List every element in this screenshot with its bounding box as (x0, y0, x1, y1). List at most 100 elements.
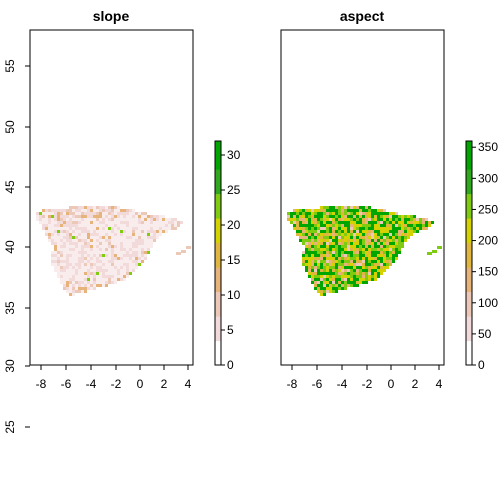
raster-cell (404, 221, 407, 224)
raster-cell (123, 269, 126, 272)
raster-cell (398, 251, 401, 254)
raster-cell (54, 236, 57, 239)
raster-cell (81, 245, 84, 248)
raster-cell (63, 242, 66, 245)
raster-cell (69, 212, 72, 215)
raster-cell (371, 233, 374, 236)
raster-cell (422, 221, 425, 224)
raster-cell (332, 281, 335, 284)
raster-cell (416, 230, 419, 233)
raster-cell (102, 227, 105, 230)
raster-cell (344, 248, 347, 251)
raster-cell (302, 254, 305, 257)
raster-cell (302, 257, 305, 260)
x-tick-label: 4 (436, 377, 443, 391)
legend-color-step (215, 271, 221, 275)
raster-cell (359, 275, 362, 278)
raster-cell (374, 230, 377, 233)
raster-cell (81, 206, 84, 209)
raster-cell (386, 242, 389, 245)
raster-cell (159, 224, 162, 227)
raster-cell (410, 233, 413, 236)
raster-cell (75, 215, 78, 218)
raster-cell (317, 221, 320, 224)
legend-color-step (466, 169, 472, 173)
raster-cell (51, 236, 54, 239)
raster-cell (314, 212, 317, 215)
legend-color-step (466, 316, 472, 320)
raster-cell (69, 215, 72, 218)
raster-cell (48, 230, 51, 233)
legend-color-step (466, 264, 472, 268)
raster-cell (156, 224, 159, 227)
raster-cell (69, 239, 72, 242)
raster-cell (419, 224, 422, 227)
raster-cell (48, 215, 51, 218)
raster-cell (132, 218, 135, 221)
raster-cell (75, 287, 78, 290)
raster-cell (395, 218, 398, 221)
raster-cell (42, 221, 45, 224)
raster-cell (66, 215, 69, 218)
raster-cell (359, 263, 362, 266)
raster-cell (299, 209, 302, 212)
raster-cell (329, 254, 332, 257)
raster-cell (350, 239, 353, 242)
raster-cell (314, 287, 317, 290)
raster-cell (129, 257, 132, 260)
raster-cell (84, 263, 87, 266)
raster-cell (371, 230, 374, 233)
raster-cell (96, 242, 99, 245)
raster-cell (320, 209, 323, 212)
raster-cell (347, 260, 350, 263)
raster-cell (57, 221, 60, 224)
raster-cell (108, 221, 111, 224)
raster-cell (311, 227, 314, 230)
raster-cell (317, 260, 320, 263)
raster-cell (135, 212, 138, 215)
raster-cell (165, 227, 168, 230)
legend-color-step (466, 271, 472, 275)
raster-cell (93, 248, 96, 251)
legend-color-step (215, 250, 221, 254)
raster-cell (356, 236, 359, 239)
raster-cell (120, 239, 123, 242)
raster-cell (78, 248, 81, 251)
raster-cell (311, 230, 314, 233)
raster-cell (60, 221, 63, 224)
raster-cell (323, 254, 326, 257)
raster-cell (126, 236, 129, 239)
raster-cell (51, 227, 54, 230)
raster-cell (311, 278, 314, 281)
raster-cell (126, 221, 129, 224)
raster-cell (111, 242, 114, 245)
raster-cell (341, 212, 344, 215)
raster-cell (320, 293, 323, 296)
raster-cell (57, 230, 60, 233)
raster-cell (311, 263, 314, 266)
raster-cell (159, 230, 162, 233)
raster-cell (383, 236, 386, 239)
raster-cell (389, 230, 392, 233)
raster-cell (344, 257, 347, 260)
raster-cell (341, 278, 344, 281)
raster-cell (341, 284, 344, 287)
raster-cell (305, 263, 308, 266)
raster-cell (99, 230, 102, 233)
raster-cell (368, 227, 371, 230)
raster-cell (365, 263, 368, 266)
raster-cell (320, 224, 323, 227)
raster-cell (36, 212, 39, 215)
raster-cell (326, 233, 329, 236)
x-tick-label: 0 (388, 377, 395, 391)
raster-cell (365, 266, 368, 269)
raster-cell (72, 236, 75, 239)
raster-cell (395, 221, 398, 224)
raster-cell (335, 212, 338, 215)
raster-cell (117, 263, 120, 266)
raster-cell (344, 272, 347, 275)
raster-cell (66, 248, 69, 251)
raster-cell (350, 257, 353, 260)
raster-cell (93, 233, 96, 236)
raster-cell (353, 215, 356, 218)
